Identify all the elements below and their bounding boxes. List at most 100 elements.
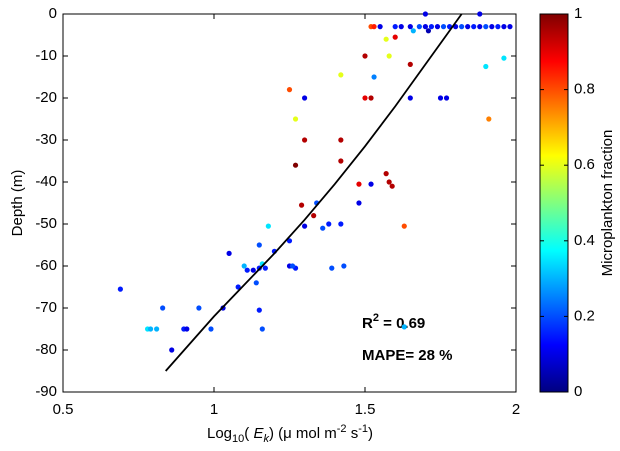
point: [495, 24, 501, 30]
point: [407, 95, 413, 101]
point: [262, 265, 268, 271]
point: [341, 263, 347, 269]
point: [292, 116, 299, 122]
x-label-part: s: [347, 425, 359, 442]
point: [147, 326, 154, 332]
point: [256, 242, 262, 248]
x-label-part: Log: [207, 425, 232, 442]
point: [386, 179, 392, 185]
point: [311, 213, 317, 219]
colorbar: [539, 13, 569, 393]
y-tick-label: -60: [35, 257, 57, 274]
point: [356, 200, 362, 206]
y-tick-label: 0: [49, 5, 57, 22]
annotation-part: R: [362, 315, 373, 332]
x-label-part: 10: [232, 433, 244, 445]
point: [477, 24, 483, 30]
point: [477, 11, 483, 17]
x-tick-label: 1: [210, 401, 218, 418]
x-label-part: -1: [358, 423, 368, 435]
point: [241, 263, 247, 269]
point: [298, 202, 305, 208]
point: [226, 250, 232, 256]
point: [483, 63, 489, 70]
point: [196, 305, 202, 311]
point: [425, 28, 432, 34]
y-tick-label: -40: [35, 173, 57, 190]
point: [302, 137, 308, 143]
point: [368, 95, 374, 101]
point: [256, 307, 262, 313]
point: [289, 263, 296, 269]
x-label-part: ) (μ mol m: [269, 425, 337, 442]
annotation-part: MAPE= 28 %: [362, 347, 452, 364]
point: [184, 326, 190, 332]
point: [338, 72, 344, 78]
point: [437, 95, 444, 101]
point: [434, 24, 441, 30]
point: [428, 24, 435, 30]
point: [398, 24, 404, 30]
point: [410, 28, 416, 34]
point: [501, 55, 507, 61]
point: [356, 181, 362, 187]
point: [286, 87, 293, 93]
point: [489, 24, 495, 30]
x-tick-label: 0.5: [53, 401, 74, 418]
point: [169, 347, 175, 353]
point: [401, 223, 407, 229]
colorbar-tick-label: 0.6: [574, 156, 595, 173]
point: [371, 74, 377, 80]
colorbar-label: Microplankton fraction: [599, 130, 616, 277]
point: [389, 183, 395, 189]
point: [250, 267, 256, 273]
x-label-part: k: [263, 433, 269, 445]
colorbar-tick-label: 0.8: [574, 81, 595, 98]
point: [471, 24, 477, 30]
point: [154, 326, 160, 332]
annotation: R2 = 0.69: [362, 312, 425, 332]
point: [401, 324, 407, 330]
y-tick-label: -30: [35, 131, 57, 148]
point: [371, 24, 377, 30]
y-tick-label: -20: [35, 89, 57, 106]
point: [422, 11, 428, 17]
point: [383, 36, 389, 42]
y-tick-label: -70: [35, 299, 57, 316]
x-axis-label: Log10( Ek) (μ mol m-2 s-1): [207, 423, 373, 445]
point: [208, 326, 214, 332]
point: [338, 221, 344, 227]
point: [422, 24, 428, 30]
point: [362, 53, 368, 59]
point: [368, 181, 374, 187]
point: [383, 171, 389, 177]
y-tick-label: -50: [35, 215, 57, 232]
point: [486, 116, 492, 122]
point: [362, 95, 368, 101]
annotation: MAPE= 28 %: [362, 347, 452, 364]
point: [117, 286, 123, 292]
plot-frame: [62, 13, 517, 393]
point: [392, 24, 398, 30]
point: [459, 24, 465, 30]
point: [407, 61, 413, 67]
point: [465, 24, 471, 30]
y-axis-label: Depth (m): [9, 170, 26, 237]
x-label-part: E: [253, 425, 264, 442]
point: [253, 280, 259, 286]
point: [386, 53, 392, 59]
point: [320, 225, 326, 231]
colorbar-tick-label: 0.4: [574, 232, 595, 249]
point: [286, 238, 293, 244]
point: [292, 162, 299, 168]
fit-line: [165, 13, 463, 372]
point: [377, 24, 383, 30]
point: [326, 221, 332, 227]
point: [507, 24, 513, 30]
point: [443, 95, 450, 101]
annotation-part: = 0.69: [379, 315, 425, 332]
x-label-part: (: [244, 425, 253, 442]
point: [259, 326, 265, 332]
colorbar-tick-label: 1: [574, 5, 582, 22]
